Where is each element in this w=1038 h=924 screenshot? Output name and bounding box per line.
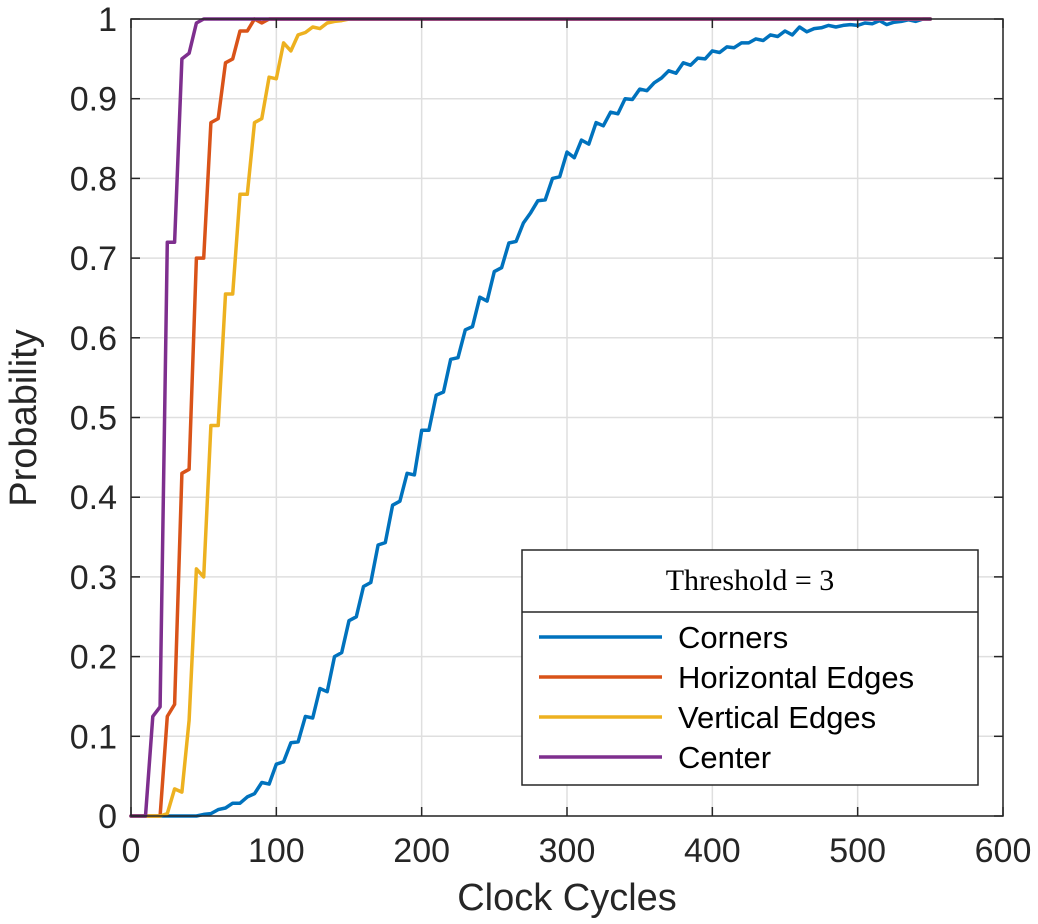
y-axis-title: Probability (3, 329, 45, 506)
y-tick-label: 0.2 (70, 639, 117, 677)
legend-entry-label: Corners (678, 620, 788, 655)
legend-entry-label: Center (678, 740, 771, 775)
y-tick-label: 0.4 (70, 479, 117, 517)
x-tick-label: 400 (684, 832, 741, 870)
y-tick-label: 1 (98, 1, 117, 39)
data-series (129, 17, 933, 818)
legend-title: Threshold = 3 (666, 564, 835, 597)
y-tick-label: 0.7 (70, 240, 117, 278)
legend-box (521, 549, 979, 786)
x-tick-label: 100 (248, 832, 305, 870)
x-tick-label: 300 (539, 832, 596, 870)
y-tick-label: 0.5 (70, 400, 117, 438)
x-tick-labels: 0 100 200 300 400 500 600 (122, 832, 1032, 870)
legend-entry-label: Horizontal Edges (678, 660, 914, 695)
y-tick-label: 0.8 (70, 160, 117, 198)
y-tick-label: 0.6 (70, 320, 117, 358)
y-tick-label: 0.9 (70, 81, 117, 119)
y-tick-label: 0 (98, 798, 117, 836)
x-tick-label: 0 (122, 832, 141, 870)
legend: Threshold = 3 Corners Horizontal Edges Ver… (521, 549, 979, 786)
series-line-center (129, 17, 933, 818)
y-tick-label: 0.3 (70, 559, 117, 597)
y-tick-labels: 0 0.1 0.2 0.3 0.4 0.5 0.6 0.7 0.8 0.9 1 (70, 1, 117, 836)
series-line-horizontal-edges (129, 17, 933, 818)
legend-entry-label: Vertical Edges (678, 700, 876, 735)
tick-marks (130, 18, 1004, 817)
x-axis-title: Clock Cycles (457, 877, 677, 919)
x-tick-label: 600 (975, 832, 1032, 870)
y-tick-label: 0.1 (70, 718, 117, 756)
series-line-corners (129, 17, 933, 818)
legend-entries: Corners Horizontal Edges Vertical Edges Cen… (539, 620, 914, 775)
x-tick-label: 200 (393, 832, 450, 870)
x-tick-label: 500 (829, 832, 886, 870)
series-line-vertical-edges (129, 17, 933, 818)
